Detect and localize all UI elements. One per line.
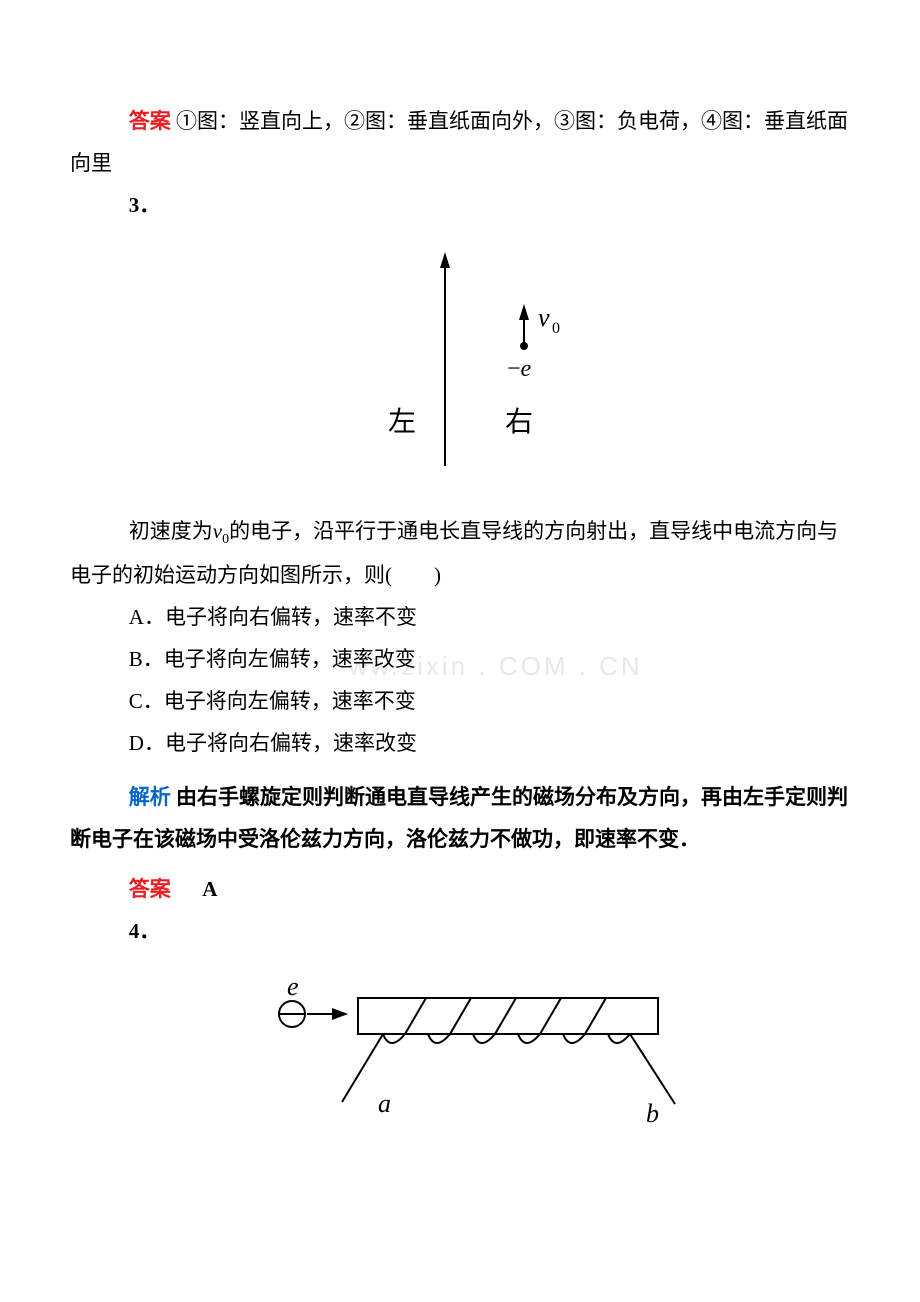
q4-b-label: b: [646, 1099, 659, 1128]
q3-figure: 左 右 v 0 −e: [70, 246, 850, 490]
q3-option-c: C．电子将向左偏转，速率不变: [70, 680, 850, 722]
q3-number: 3．: [70, 184, 850, 226]
q4-arrow-head: [332, 1008, 348, 1020]
q3-qvar: v: [213, 519, 222, 543]
q3-answer: 答案 A: [70, 868, 850, 910]
q3-right-label: 右: [505, 406, 533, 438]
q3-option-a: A．电子将向右偏转，速率不变: [70, 596, 850, 638]
q4-coil-6: [608, 1034, 630, 1043]
q4-a-label: a: [378, 1089, 391, 1118]
q3-question: 初速度为v0的电子，沿平行于通电长直导线的方向射出，直导线中电流方向与电子的初始…: [70, 510, 850, 596]
q3-analysis: 解析 由右手螺旋定则判断通电直导线产生的磁场分布及方向，再由左手定则判断电子在该…: [70, 776, 850, 860]
q4-coil-5: [563, 1034, 585, 1043]
q4-coil-4: [518, 1034, 540, 1043]
q4-lead-a: [342, 1034, 383, 1102]
q4-figure: e a b: [70, 972, 850, 1146]
q3-velocity-arrow: [519, 304, 529, 320]
q3-qp1: 初速度为: [129, 519, 213, 543]
q4-coil-1: [383, 1034, 405, 1043]
answer2-paragraph: 答案 ①图：竖直向上，②图：垂直纸面向外，③图：负电荷，④图：垂直纸面向里: [70, 100, 850, 184]
answer2-text: ①图：竖直向上，②图：垂直纸面向外，③图：负电荷，④图：垂直纸面向里: [70, 109, 848, 175]
q3-charge-dot: [520, 342, 528, 350]
q3-left-label: 左: [388, 406, 416, 438]
q4-e-label: e: [287, 972, 299, 1001]
q4-back-4: [540, 998, 561, 1034]
q3-conductor-arrow: [440, 252, 450, 268]
q3-charge-label: −e: [507, 356, 532, 382]
q3-option-b-text: B．电子将向左偏转，速率改变: [129, 647, 416, 671]
q3-option-d: D．电子将向右偏转，速率改变: [70, 722, 850, 764]
q4-number: 4．: [70, 910, 850, 952]
q4-coil-3: [473, 1034, 495, 1043]
q3-v-label: v: [538, 303, 550, 332]
q4-back-5: [585, 998, 606, 1034]
q3-v-sub: 0: [552, 320, 560, 337]
q4-back-2: [450, 998, 471, 1034]
q4-figure-svg: e a b: [230, 972, 690, 1132]
q4-back-1: [405, 998, 426, 1034]
q4-back-3: [495, 998, 516, 1034]
q3-analysis-text: 由右手螺旋定则判断通电直导线产生的磁场分布及方向，再由左手定则判断电子在该磁场中…: [70, 785, 848, 851]
q4-lead-b: [630, 1034, 675, 1104]
answer2-label: 答案: [129, 109, 171, 133]
q4-solenoid-rect: [358, 998, 658, 1034]
q3-analysis-label: 解析: [129, 785, 171, 809]
q3-option-b: ww.zixin . COM . CN B．电子将向左偏转，速率改变: [70, 638, 850, 680]
q3-figure-svg: 左 右 v 0 −e: [270, 246, 650, 476]
q3-answer-text: A: [202, 877, 217, 901]
q4-coil-2: [428, 1034, 450, 1043]
q3-answer-label: 答案: [129, 877, 171, 901]
